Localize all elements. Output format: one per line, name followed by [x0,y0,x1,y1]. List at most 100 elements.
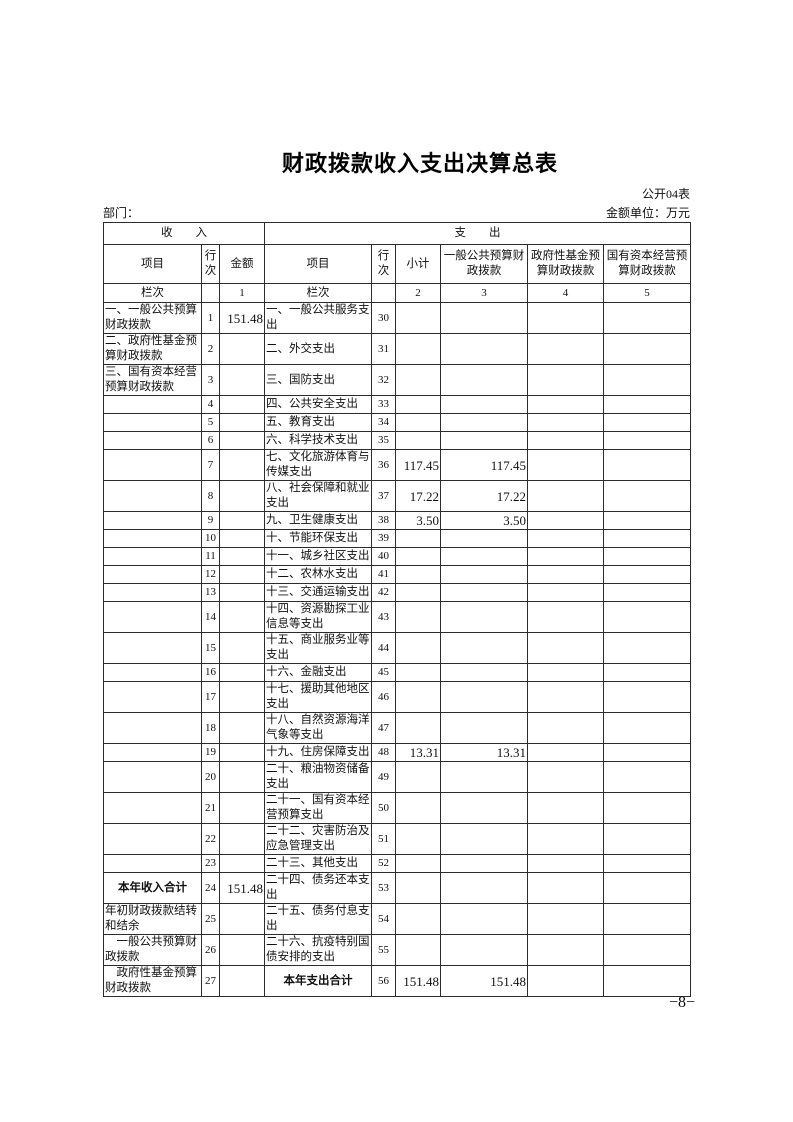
income-amount-cell [218,529,266,548]
exp-rowno-cell: 44 [371,632,397,664]
income-rowno-cell: 12 [201,565,220,584]
exp-general-budget-cell [440,663,529,682]
exp-rowno-cell: 54 [371,903,397,935]
income-amount-cell [218,333,266,365]
income-item-cell: 年初财政拨款结转和结余 [103,903,202,935]
table-row: 5 五、教育支出 34 [103,413,692,432]
table-row: 政府性基金预算财政拨款 27 本年支出合计 56 151.48 151.48 [103,965,692,997]
table-row: 9 九、卫生健康支出 38 3.50 3.50 [103,511,692,530]
page-title: 财政拨款收入支出决算总表 [281,151,558,176]
exp-general-budget-cell [440,872,529,904]
exp-gov-fund-cell [527,792,605,824]
income-item-cell [103,823,202,855]
income-item-cell: 政府性基金预算财政拨款 [103,965,202,997]
exp-item-cell: 七、文化旅游体育与传媒支出 [264,449,373,481]
index-blank-exp [371,283,397,303]
table-row: 8 八、社会保障和就业支出 37 17.22 17.22 [103,480,692,512]
exp-general-budget-cell [440,333,529,365]
income-amount-cell [218,547,266,566]
income-item-cell [103,663,202,682]
exp-gov-fund-cell [527,511,605,530]
exp-general-budget-cell [440,395,529,414]
exp-general-budget-cell [440,565,529,584]
exp-subtotal-cell [395,395,442,414]
exp-subtotal-cell [395,431,442,450]
exp-rowno-cell: 56 [371,965,397,997]
income-item-cell: 一般公共预算财政拨款 [103,934,202,966]
income-amount-cell [218,449,266,481]
exp-gov-fund-cell [527,565,605,584]
income-rowno-cell: 21 [201,792,220,824]
income-rowno-cell: 13 [201,583,220,602]
col-header-gov-fund: 政府性基金预算财政拨款 [527,244,605,284]
exp-rowno-cell: 42 [371,583,397,602]
exp-general-budget-cell [440,934,529,966]
exp-state-capital-cell [603,761,692,793]
income-amount-cell [218,364,266,396]
exp-state-capital-cell [603,712,692,744]
exp-gov-fund-cell [527,364,605,396]
exp-subtotal-cell [395,872,442,904]
amount-unit-label: 金额单位：万元 [605,206,690,220]
exp-gov-fund-cell [527,601,605,633]
exp-rowno-cell: 34 [371,413,397,432]
exp-item-cell: 十六、金融支出 [264,663,373,682]
exp-state-capital-cell [603,413,692,432]
col-header-state-capital: 国有资本经营预算财政拨款 [603,244,692,284]
exp-subtotal-cell [395,565,442,584]
exp-item-cell: 十、节能环保支出 [264,529,373,548]
table-row: 17 十七、援助其他地区支出 46 [103,681,692,713]
exp-rowno-cell: 33 [371,395,397,414]
exp-item-cell: 三、国防支出 [264,364,373,396]
income-item-cell: 二、政府性基金预算财政拨款 [103,333,202,365]
col-header-exp-item: 项目 [264,244,373,284]
exp-rowno-cell: 43 [371,601,397,633]
income-amount-cell [218,601,266,633]
exp-state-capital-cell [603,903,692,935]
exp-subtotal-cell [395,761,442,793]
exp-gov-fund-cell [527,583,605,602]
income-amount-cell [218,823,266,855]
income-amount-cell [218,761,266,793]
exp-state-capital-cell [603,872,692,904]
exp-general-budget-cell [440,302,529,334]
exp-item-cell: 二十四、债务还本支出 [264,872,373,904]
income-amount-cell [218,965,266,997]
income-amount-cell [218,712,266,744]
exp-general-budget-cell: 151.48 [440,965,529,997]
exp-item-cell: 九、卫生健康支出 [264,511,373,530]
income-amount-cell [218,743,266,762]
exp-rowno-cell: 38 [371,511,397,530]
exp-gov-fund-cell [527,823,605,855]
exp-state-capital-cell [603,583,692,602]
income-rowno-cell: 19 [201,743,220,762]
income-rowno-cell: 6 [201,431,220,450]
exp-gov-fund-cell [527,395,605,414]
exp-item-cell: 四、公共安全支出 [264,395,373,414]
exp-gov-fund-cell [527,681,605,713]
exp-subtotal-cell [395,934,442,966]
income-item-cell [103,547,202,566]
exp-gov-fund-cell [527,547,605,566]
col-header-exp-rowno: 行次 [371,244,397,284]
income-item-cell [103,529,202,548]
exp-general-budget-cell [440,903,529,935]
exp-general-budget-cell [440,823,529,855]
exp-subtotal-cell [395,632,442,664]
income-rowno-cell: 25 [201,903,220,935]
income-item-cell [103,511,202,530]
table-row: 一、一般公共预算财政拨款 1 151.48 一、一般公共服务支出 30 [103,302,692,334]
exp-rowno-cell: 37 [371,480,397,512]
table-row: 本年收入合计 24 151.48 二十四、债务还本支出 53 [103,872,692,904]
exp-rowno-cell: 52 [371,854,397,873]
exp-item-cell: 二十二、灾害防治及应急管理支出 [264,823,373,855]
exp-subtotal-cell [395,903,442,935]
income-rowno-cell: 9 [201,511,220,530]
income-rowno-cell: 11 [201,547,220,566]
income-rowno-cell: 4 [201,395,220,414]
income-item-cell [103,681,202,713]
income-rowno-cell: 3 [201,364,220,396]
exp-state-capital-cell [603,431,692,450]
exp-rowno-cell: 41 [371,565,397,584]
col-header-general-budget: 一般公共预算财政拨款 [440,244,529,284]
